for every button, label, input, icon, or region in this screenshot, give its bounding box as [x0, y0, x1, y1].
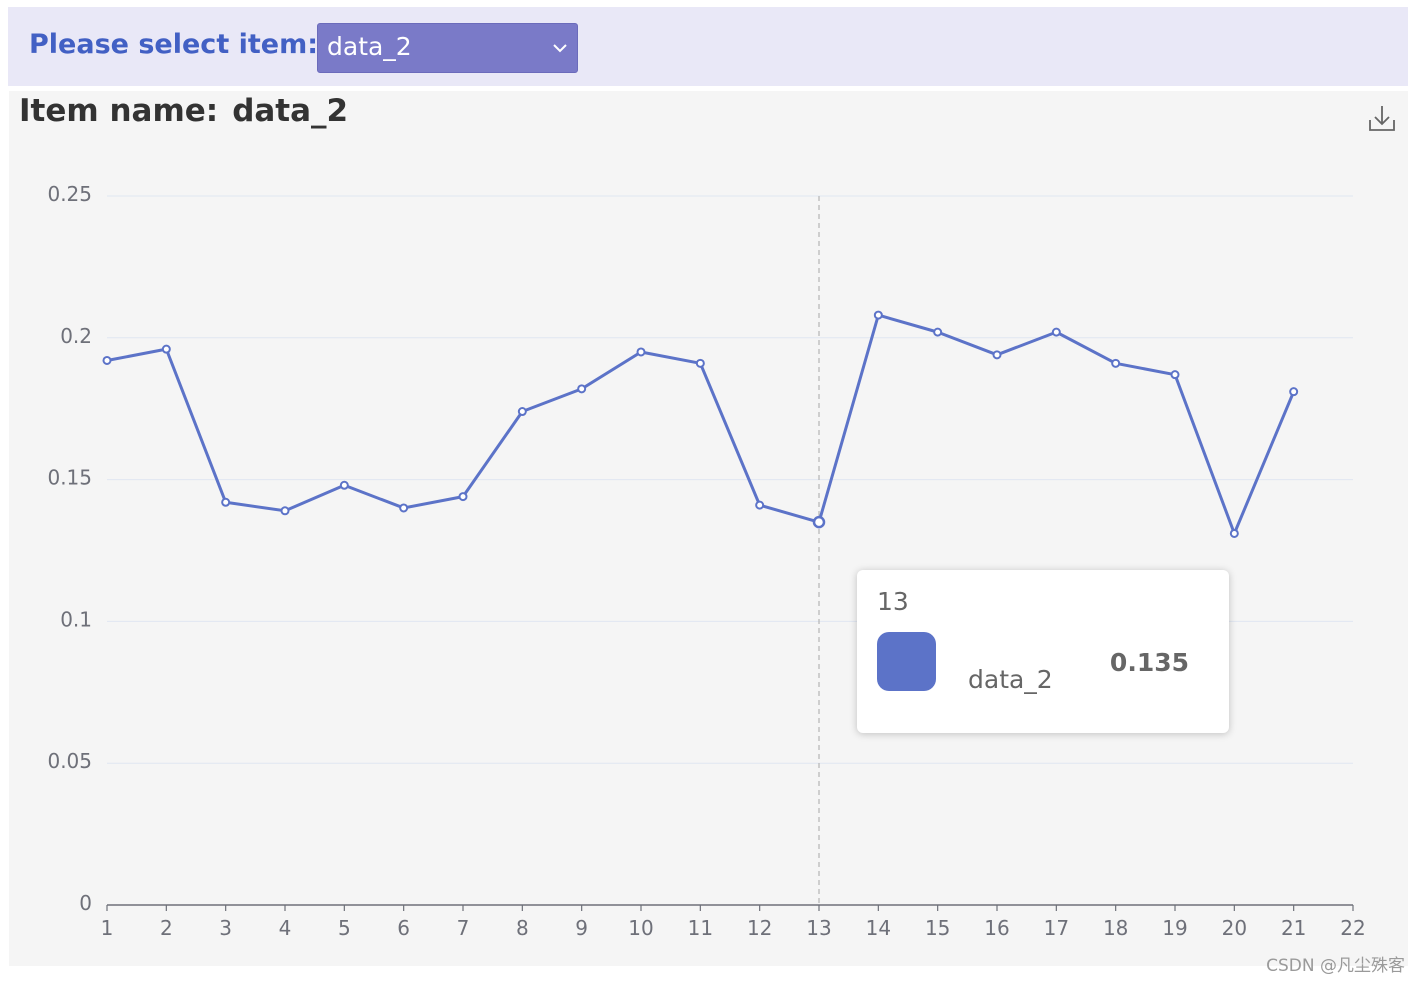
- y-tick-label: 0.25: [47, 182, 92, 206]
- x-tick-label: 3: [219, 916, 232, 940]
- x-tick-label: 14: [866, 916, 891, 940]
- data-point: [399, 503, 409, 513]
- x-tick-label: 1: [101, 916, 114, 940]
- x-tick-label: 2: [160, 916, 173, 940]
- data-point: [221, 497, 231, 507]
- selector-label: Please select item:: [29, 29, 319, 60]
- select-value: data_2: [327, 32, 412, 61]
- chart-title: Item name: data_2: [19, 93, 348, 129]
- data-point: [992, 350, 1002, 360]
- chevron-down-icon: [553, 44, 567, 53]
- x-tick-label: 16: [984, 916, 1009, 940]
- data-point: [695, 358, 705, 368]
- x-tick-label: 20: [1222, 916, 1247, 940]
- chart-title-value: data_2: [232, 93, 349, 129]
- x-tick-label: 4: [279, 916, 292, 940]
- x-tick-label: 18: [1103, 916, 1128, 940]
- chart-panel: Item name: data_2: [9, 91, 1408, 966]
- x-tick-label: 12: [747, 916, 772, 940]
- x-tick-label: 10: [628, 916, 653, 940]
- data-point: [458, 492, 468, 502]
- y-tick-label: 0: [79, 891, 92, 915]
- y-tick-label: 0.2: [60, 324, 92, 348]
- item-selector-bar: Please select item: data_2: [8, 7, 1408, 86]
- x-tick-label: 17: [1044, 916, 1069, 940]
- data-point: [280, 506, 290, 516]
- tooltip-series-name: data_2: [968, 665, 1053, 694]
- data-point: [517, 407, 527, 417]
- x-tick-label: 15: [925, 916, 950, 940]
- y-tick-label: 0.15: [47, 466, 92, 490]
- x-tick-label: 19: [1162, 916, 1187, 940]
- chart-title-prefix: Item name:: [19, 93, 219, 129]
- x-tick-label: 8: [516, 916, 529, 940]
- data-point: [161, 344, 171, 354]
- item-select-dropdown[interactable]: data_2: [317, 23, 578, 73]
- y-tick-label: 0.05: [47, 749, 92, 773]
- data-point: [873, 310, 883, 320]
- data-point: [812, 515, 826, 529]
- tooltip-x-value: 13: [877, 587, 909, 616]
- download-icon[interactable]: [1367, 103, 1397, 133]
- chart-tooltip: 13 data_2 0.135: [857, 570, 1229, 733]
- x-tick-label: 13: [806, 916, 831, 940]
- data-point: [102, 355, 112, 365]
- x-tick-label: 11: [688, 916, 713, 940]
- y-tick-label: 0.1: [60, 607, 92, 631]
- series-line: [106, 313, 1296, 535]
- x-tick-label: 7: [457, 916, 470, 940]
- x-tick-label: 6: [397, 916, 410, 940]
- data-point: [577, 384, 587, 394]
- data-point: [636, 347, 646, 357]
- x-tick-label: 21: [1281, 916, 1306, 940]
- x-tick-label: 9: [575, 916, 588, 940]
- data-point: [755, 500, 765, 510]
- data-point: [1170, 370, 1180, 380]
- data-point: [1289, 387, 1299, 397]
- data-point: [339, 480, 349, 490]
- data-point: [1051, 327, 1061, 337]
- data-point: [1229, 528, 1239, 538]
- data-point: [1111, 358, 1121, 368]
- watermark: CSDN @凡尘殊客: [1266, 956, 1405, 976]
- tooltip-y-value: 0.135: [1109, 648, 1189, 677]
- data-point: [933, 327, 943, 337]
- tooltip-series-marker: [877, 632, 936, 691]
- x-tick-label: 22: [1340, 916, 1365, 940]
- x-tick-label: 5: [338, 916, 351, 940]
